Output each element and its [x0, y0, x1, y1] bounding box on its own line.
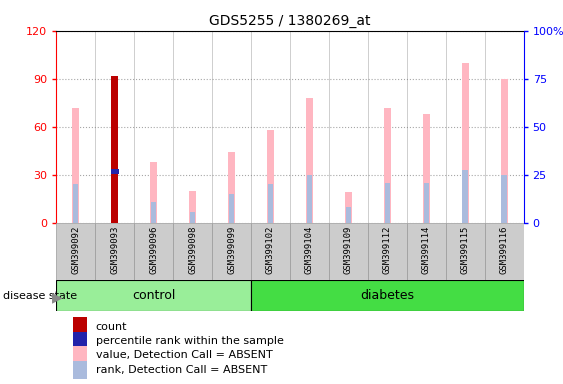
FancyBboxPatch shape	[95, 223, 134, 280]
Bar	[501, 79, 508, 223]
Bar	[72, 108, 79, 223]
FancyBboxPatch shape	[73, 332, 87, 350]
Text: disease state: disease state	[3, 291, 77, 301]
Text: GSM399102: GSM399102	[266, 225, 275, 274]
Bar	[111, 76, 118, 223]
Text: GSM399098: GSM399098	[188, 225, 197, 274]
Bar	[384, 108, 391, 223]
FancyBboxPatch shape	[251, 280, 524, 311]
Text: rank, Detection Call = ABSENT: rank, Detection Call = ABSENT	[96, 365, 267, 375]
Text: GSM399092: GSM399092	[72, 225, 81, 274]
Bar	[385, 183, 390, 223]
FancyBboxPatch shape	[73, 361, 87, 379]
FancyBboxPatch shape	[56, 280, 251, 311]
Text: GSM399096: GSM399096	[149, 225, 158, 274]
Text: percentile rank within the sample: percentile rank within the sample	[96, 336, 284, 346]
Bar	[150, 162, 157, 223]
Bar	[423, 183, 429, 223]
Bar	[73, 184, 78, 223]
Text: GSM399099: GSM399099	[227, 225, 236, 274]
FancyBboxPatch shape	[173, 223, 212, 280]
Bar	[346, 207, 351, 223]
Bar	[502, 175, 507, 223]
Text: GSM399093: GSM399093	[110, 225, 119, 274]
Bar	[229, 194, 234, 223]
Text: GSM399114: GSM399114	[422, 225, 431, 274]
Bar	[345, 192, 352, 223]
FancyBboxPatch shape	[134, 223, 173, 280]
Bar	[268, 184, 273, 223]
FancyBboxPatch shape	[73, 318, 87, 336]
FancyBboxPatch shape	[446, 223, 485, 280]
Bar	[423, 114, 430, 223]
Bar	[111, 169, 119, 174]
Text: GSM399116: GSM399116	[499, 225, 508, 274]
Text: GSM399104: GSM399104	[305, 225, 314, 274]
Bar	[267, 130, 274, 223]
Bar	[306, 98, 313, 223]
FancyBboxPatch shape	[329, 223, 368, 280]
FancyBboxPatch shape	[406, 223, 446, 280]
Bar	[151, 202, 157, 223]
Text: control: control	[132, 289, 175, 302]
Text: GSM399109: GSM399109	[344, 225, 353, 274]
Title: GDS5255 / 1380269_at: GDS5255 / 1380269_at	[209, 14, 370, 28]
FancyBboxPatch shape	[212, 223, 251, 280]
Text: GSM399112: GSM399112	[383, 225, 392, 274]
Bar	[462, 63, 468, 223]
FancyBboxPatch shape	[56, 223, 95, 280]
Bar	[462, 170, 468, 223]
FancyBboxPatch shape	[251, 223, 290, 280]
Bar	[228, 152, 235, 223]
Bar	[307, 175, 312, 223]
FancyBboxPatch shape	[290, 223, 329, 280]
Text: diabetes: diabetes	[360, 289, 414, 302]
FancyBboxPatch shape	[73, 346, 87, 364]
Text: GSM399115: GSM399115	[461, 225, 470, 274]
FancyBboxPatch shape	[485, 223, 524, 280]
Text: ▶: ▶	[52, 291, 63, 305]
Bar	[190, 212, 195, 223]
Bar	[189, 191, 196, 223]
Text: count: count	[96, 322, 127, 332]
Text: value, Detection Call = ABSENT: value, Detection Call = ABSENT	[96, 350, 272, 360]
FancyBboxPatch shape	[368, 223, 406, 280]
